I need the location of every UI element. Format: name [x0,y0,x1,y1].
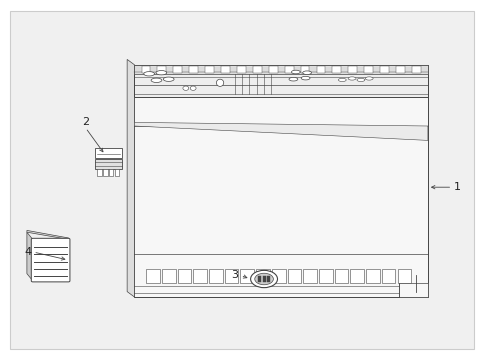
Bar [350,269,364,283]
Text: 3: 3 [231,270,238,280]
Bar [379,66,388,73]
Bar [397,269,410,283]
Bar [95,148,122,158]
Bar [316,66,325,73]
Bar [284,66,293,73]
Text: 1: 1 [453,182,460,192]
Bar [97,169,102,176]
Bar [177,269,191,283]
Polygon shape [27,232,33,281]
Bar [189,66,198,73]
Ellipse shape [291,70,300,74]
Bar [146,269,160,283]
Bar [134,65,427,97]
Ellipse shape [143,72,154,76]
Ellipse shape [288,77,297,81]
Ellipse shape [151,78,162,82]
Bar [162,269,175,283]
Bar [257,276,260,282]
Bar [109,169,113,176]
Ellipse shape [356,78,364,82]
Ellipse shape [254,273,273,285]
Bar [240,269,254,283]
Bar [271,269,285,283]
Ellipse shape [302,71,311,75]
Bar [334,269,347,283]
Bar [268,66,277,73]
Bar [134,65,427,74]
Bar [205,66,214,73]
Ellipse shape [216,79,223,86]
Bar [366,269,379,283]
FancyBboxPatch shape [31,238,70,282]
Bar [224,269,238,283]
Ellipse shape [163,77,174,81]
Bar [193,269,206,283]
Bar [287,269,301,283]
Ellipse shape [365,77,372,80]
Bar [95,159,122,169]
Text: 4: 4 [25,247,32,257]
Bar [300,66,309,73]
Bar [411,66,420,73]
Bar [364,66,372,73]
Bar [103,169,107,176]
Ellipse shape [250,270,277,288]
Bar [318,269,332,283]
Bar [332,66,341,73]
Circle shape [190,86,196,90]
Bar [157,66,166,73]
Bar [134,65,427,297]
Bar [262,276,265,282]
Bar [115,169,119,176]
Bar [221,66,229,73]
Text: 2: 2 [82,117,89,127]
Ellipse shape [156,71,166,75]
Bar [398,283,427,297]
Bar [256,269,269,283]
Bar [347,66,356,73]
Bar [142,66,150,73]
Polygon shape [134,122,427,140]
Bar [173,66,182,73]
Bar [381,269,395,283]
Bar [209,269,223,283]
Bar [395,66,404,73]
Circle shape [183,86,188,90]
Ellipse shape [347,77,355,80]
Polygon shape [27,230,68,239]
Bar [237,66,245,73]
Bar [267,276,270,282]
Bar [252,66,261,73]
Ellipse shape [301,76,309,80]
Bar [303,269,316,283]
Polygon shape [127,59,134,297]
Ellipse shape [338,78,346,82]
